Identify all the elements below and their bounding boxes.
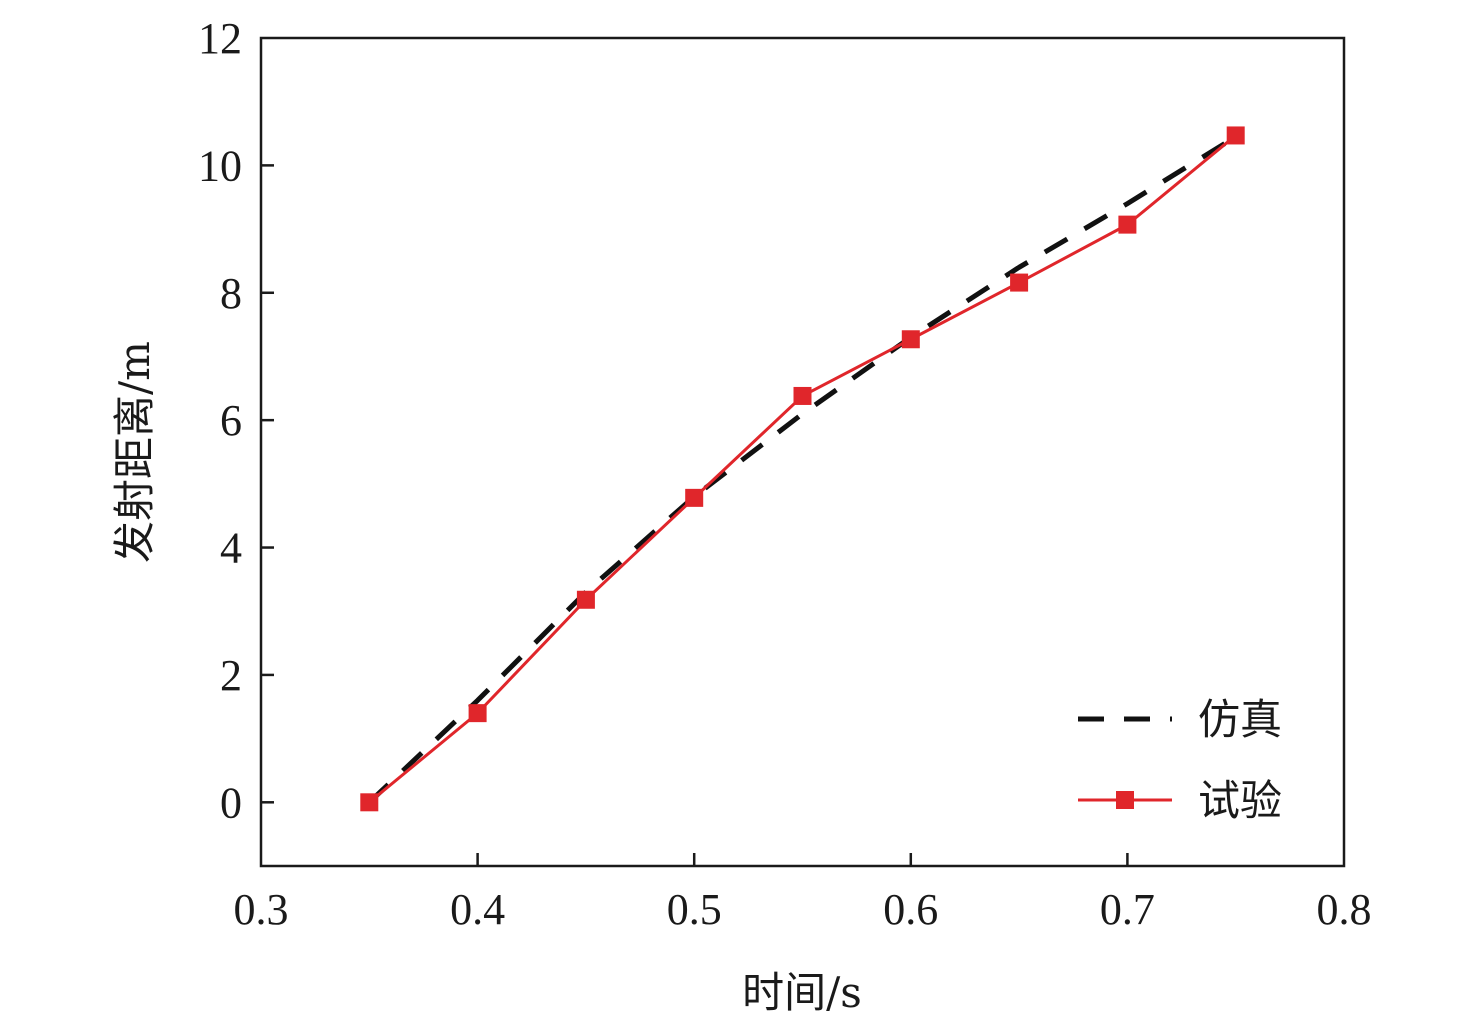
y-tick-label: 12 [198,14,242,63]
y-tick-label: 10 [198,141,242,190]
x-tick-label: 0.4 [450,885,505,934]
data-point [576,590,595,609]
x-axis-label: 时间/s [742,968,862,1017]
legend-marker [1116,791,1134,809]
legend-label-2: 试验 [1198,776,1282,825]
y-tick-label: 0 [220,778,242,827]
data-point [685,488,704,507]
x-tick-label: 0.8 [1317,885,1372,934]
x-tick-label: 0.5 [667,885,722,934]
y-tick-label: 4 [220,524,242,573]
series-layer [360,126,1245,812]
x-tick-label: 0.7 [1100,885,1155,934]
x-tick-label: 0.6 [883,885,938,934]
series-line-1 [367,134,1238,805]
y-tick-label: 2 [220,651,242,700]
data-point [1010,273,1029,292]
x-axis-ticks: 0.3 0.4 0.5 0.6 0.7 0.8 [234,853,1372,934]
data-point [1226,126,1245,145]
y-tick-label: 8 [220,269,242,318]
y-axis-label: 发射距离/m [110,341,159,563]
series-line-2 [368,134,1237,804]
legend-label-1: 仿真 [1198,695,1282,744]
data-point [901,330,920,349]
y-axis-ticks: 0 2 4 6 8 10 12 [198,14,274,827]
plot-frame [259,36,1346,868]
data-point [468,704,487,723]
data-point [793,386,812,405]
y-tick-label: 6 [220,396,242,445]
x-tick-label: 0.3 [234,885,289,934]
data-point [1118,215,1137,234]
data-point [360,793,379,812]
